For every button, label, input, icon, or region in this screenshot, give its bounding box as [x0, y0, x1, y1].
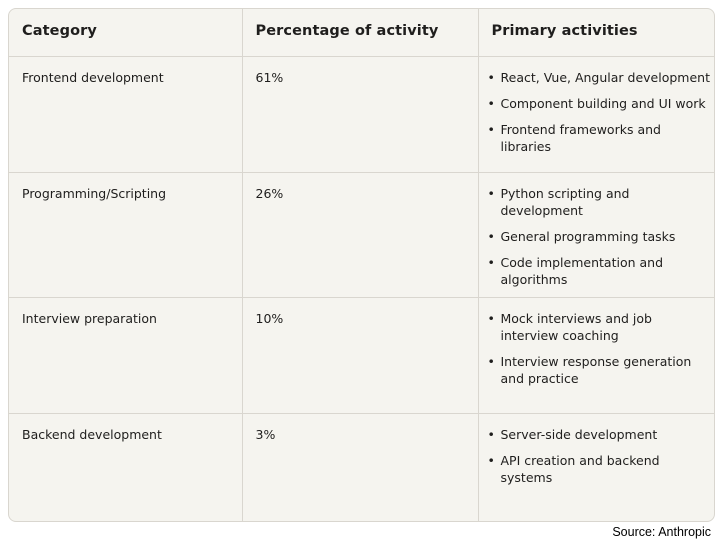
bullet-icon: •	[487, 121, 495, 137]
activity-text: Interview response generation and practi…	[500, 353, 692, 386]
header-primary-activities: Primary activities	[478, 9, 714, 57]
list-item: • Mock interviews and job interview coach…	[488, 310, 711, 344]
category-cell: Programming/Scripting	[9, 172, 243, 298]
list-item: • Python scripting and development	[488, 185, 711, 219]
percentage-cell: 3%	[242, 413, 479, 521]
bullet-icon: •	[487, 185, 495, 201]
bullet-icon: •	[487, 310, 495, 326]
list-item: • Code implementation and algorithms	[488, 254, 711, 288]
list-item: • General programming tasks	[488, 228, 711, 245]
activity-text: Server-side development	[500, 426, 658, 442]
list-item: • Component building and UI work	[488, 95, 711, 112]
header-category: Category	[9, 9, 243, 57]
bullet-icon: •	[487, 452, 495, 468]
source-caption: Source: Anthropic	[612, 525, 711, 539]
activities-cell: • Python scripting and development • Gener…	[478, 172, 714, 298]
activity-text: API creation and backend systems	[500, 452, 660, 485]
activities-list: • Server-side development • API creation a…	[488, 426, 711, 486]
activity-text: Python scripting and development	[500, 185, 630, 218]
activities-cell: • React, Vue, Angular development • Compon…	[478, 56, 714, 173]
activities-cell: • Server-side development • API creation a…	[478, 413, 714, 521]
percentage-cell: 10%	[242, 297, 479, 414]
table-header-row: Category Percentage of activity Primary …	[9, 9, 714, 57]
table-row: Frontend development 61% • React, Vue, An…	[9, 56, 714, 173]
list-item: • React, Vue, Angular development	[488, 69, 711, 86]
activity-text: Code implementation and algorithms	[500, 254, 664, 287]
bullet-icon: •	[487, 228, 495, 244]
activities-list: • Mock interviews and job interview coach…	[488, 310, 711, 387]
activities-list: • React, Vue, Angular development • Compon…	[488, 69, 711, 155]
activity-table: Category Percentage of activity Primary …	[9, 9, 714, 521]
list-item: • Frontend frameworks and libraries	[488, 121, 711, 155]
percentage-cell: 26%	[242, 172, 479, 298]
activity-text: React, Vue, Angular development	[500, 69, 711, 85]
percentage-cell: 61%	[242, 56, 479, 173]
bullet-icon: •	[487, 254, 495, 270]
bullet-icon: •	[487, 426, 495, 442]
category-cell: Backend development	[9, 413, 243, 521]
activities-cell: • Mock interviews and job interview coach…	[478, 297, 714, 414]
bullet-icon: •	[487, 353, 495, 369]
table-row: Programming/Scripting 26% • Python script…	[9, 172, 714, 298]
activity-text: Component building and UI work	[500, 95, 706, 111]
list-item: • API creation and backend systems	[488, 452, 711, 486]
activity-table-container: Category Percentage of activity Primary …	[8, 8, 715, 522]
activity-text: Frontend frameworks and libraries	[500, 121, 661, 154]
activities-list: • Python scripting and development • Gener…	[488, 185, 711, 288]
bullet-icon: •	[487, 95, 495, 111]
list-item: • Interview response generation and pract…	[488, 353, 711, 387]
category-cell: Interview preparation	[9, 297, 243, 414]
activity-text: General programming tasks	[500, 228, 676, 244]
table-row: Backend development 3% • Server-side deve…	[9, 413, 714, 521]
header-percentage: Percentage of activity	[242, 9, 479, 57]
activity-text: Mock interviews and job interview coachi…	[500, 310, 652, 343]
list-item: • Server-side development	[488, 426, 711, 443]
bullet-icon: •	[487, 69, 495, 85]
category-cell: Frontend development	[9, 56, 243, 173]
table-row: Interview preparation 10% • Mock intervie…	[9, 297, 714, 414]
